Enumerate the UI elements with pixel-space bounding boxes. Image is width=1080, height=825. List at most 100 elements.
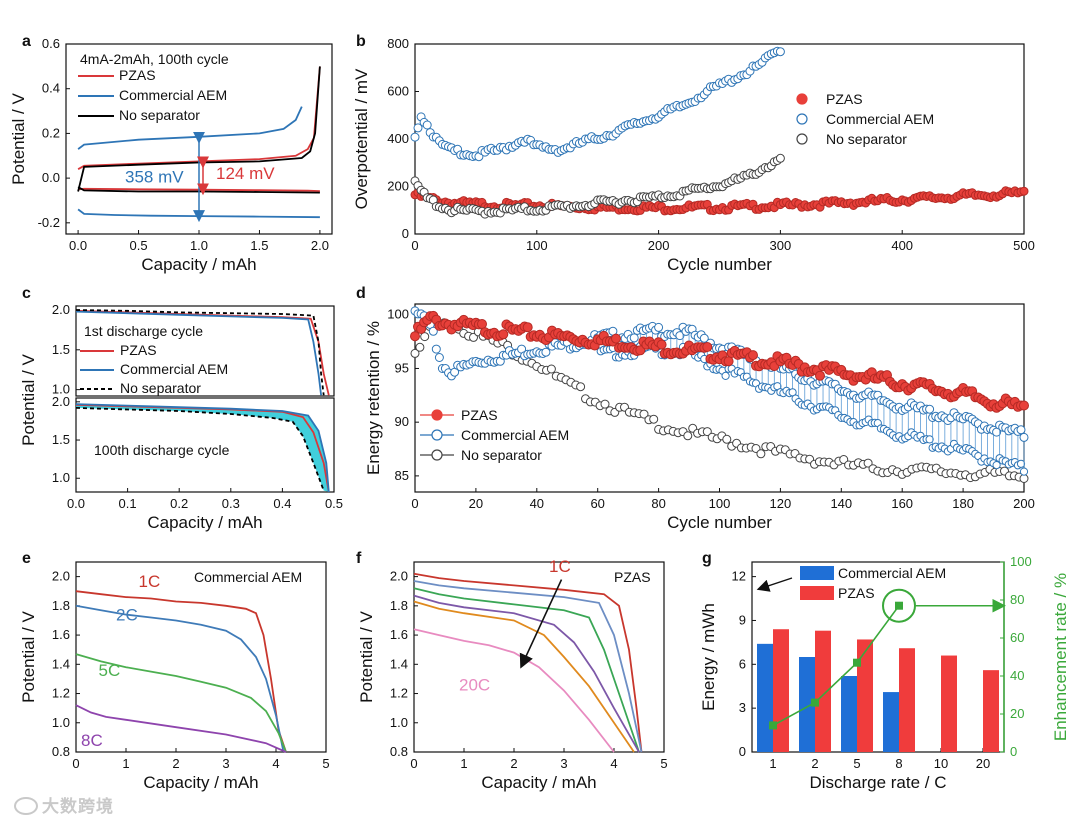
x-tick-label: 2.0: [311, 238, 329, 253]
x-tick-label: 0.3: [222, 496, 240, 511]
x-axis-label: Capacity / mAh: [143, 773, 258, 792]
y2-tick-label: 80: [1010, 592, 1024, 607]
bar-pzas: [773, 629, 789, 752]
bar-pzas: [857, 639, 873, 752]
x-tick-label: 0.1: [119, 496, 137, 511]
x-tick-label: 20: [469, 496, 483, 511]
series-label: 8C: [81, 731, 103, 750]
panel-c: c1.01.52.01.01.52.00.0 0.1 0.2 0.3 0.4 0.5Cap…: [19, 285, 343, 532]
legend-marker: [431, 429, 443, 441]
watermark: 大数跨境: [14, 792, 114, 817]
y-tick-label: -0.2: [38, 215, 60, 230]
annotation-124mv: 124 mV: [216, 164, 275, 183]
data-point: [639, 409, 649, 419]
bar-pzas: [941, 655, 957, 752]
data-point: [1019, 400, 1029, 411]
panel-label: b: [356, 33, 366, 50]
title: PZAS: [614, 569, 651, 585]
legend-entry: PZAS: [119, 67, 156, 83]
panel-f: 0 1 2 3 4 5 0.8 1.0 1.2 1.4 1.6 1.8 2.0 Capacity / mA…: [356, 550, 668, 792]
data-point: [428, 326, 438, 336]
series-label: 1C: [139, 572, 161, 591]
data-point: [498, 329, 509, 340]
series-commercial-aem-charge: [77, 106, 303, 150]
data-point: [756, 449, 766, 459]
panel-label: g: [702, 550, 712, 567]
legend-marker: [431, 449, 443, 461]
x-tick-label: 0.4: [273, 496, 291, 511]
x-tick-label: 4: [610, 756, 617, 771]
x-tick-label: 2: [811, 756, 818, 771]
plot-frame-lower: [75, 397, 335, 493]
y-axis-label: Potential / V: [19, 354, 38, 446]
y-tick-label: 0.8: [390, 744, 408, 759]
y-tick-label: 3: [739, 700, 746, 715]
highlight-circle: [882, 588, 916, 623]
y-tick-label: 1.5: [52, 432, 70, 447]
y-tick-label: 800: [387, 36, 409, 51]
data-point: [839, 455, 849, 464]
data-point: [1019, 474, 1029, 483]
x-tick-label: 1: [460, 756, 467, 771]
legend-entry: No separator: [119, 107, 200, 123]
y-tick-label: 1.4: [390, 656, 408, 671]
y-tick-label: 85: [395, 468, 409, 483]
panel-label: d: [356, 285, 366, 302]
x-tick-label: 300: [770, 238, 792, 253]
data-point: [656, 339, 667, 350]
data-point: [1019, 467, 1029, 476]
series-5C: [75, 653, 287, 753]
x-tick-label: 0.5: [325, 496, 343, 511]
x-tick-label: 5: [660, 756, 667, 771]
data-point: [723, 356, 734, 367]
watermark-text: 大数跨境: [42, 797, 114, 816]
data-point: [434, 353, 444, 362]
series-2C: [75, 604, 285, 753]
x-tick-label: 60: [590, 496, 604, 511]
data-point: [721, 371, 730, 380]
data-point: [522, 322, 533, 333]
series-2C: [413, 580, 643, 753]
x-tick-label: 2: [172, 756, 179, 771]
panel-label: a: [22, 33, 31, 50]
y-tick-label: 100: [387, 307, 409, 322]
x-tick-label: 160: [891, 496, 913, 511]
legend-entry: Commercial AEM: [119, 87, 227, 103]
x-tick-label: 8: [895, 756, 902, 771]
annotation-358mv: 358 mV: [125, 168, 184, 187]
y-tick-label: 2.0: [52, 394, 70, 409]
bar-commercial-aem: [883, 692, 899, 752]
legend-marker: [796, 93, 808, 105]
data-point: [925, 404, 935, 414]
y-tick-label: 2.0: [52, 569, 70, 584]
y-tick-label: 1.4: [52, 656, 70, 671]
data-point: [702, 342, 713, 352]
enhancement-line: [772, 605, 900, 727]
y2-axis-label: Enhancement rate / %: [1051, 573, 1070, 741]
y-axis-label: Energy retention / %: [364, 321, 383, 475]
data-point: [431, 344, 441, 354]
data-point: [422, 120, 432, 130]
data-point: [722, 434, 732, 444]
y-tick-label: 1.0: [52, 382, 70, 397]
y-tick-label: 95: [395, 360, 409, 375]
data-point: [702, 427, 712, 437]
lower-caption: 100th discharge cycle: [94, 442, 230, 458]
bar-commercial-aem: [799, 657, 815, 752]
bar-pzas: [815, 630, 831, 752]
x-tick-label: 4: [272, 756, 279, 771]
x-axis-label: Cycle number: [667, 255, 772, 274]
legend-marker: [431, 409, 443, 421]
series-5C: [413, 587, 640, 753]
series-100th-commercial-aem: [75, 403, 330, 493]
series-10C: [413, 600, 635, 753]
y2-tick-label: 0: [1010, 744, 1017, 759]
data-point: [413, 123, 423, 133]
bar-pzas: [899, 648, 915, 752]
x-axis-label: Capacity / mAh: [147, 513, 262, 532]
legend-entry: PZAS: [461, 407, 498, 423]
y-tick-label: 0.0: [42, 170, 60, 185]
x-tick-label: 5: [322, 756, 329, 771]
plot-frame: [75, 561, 327, 753]
